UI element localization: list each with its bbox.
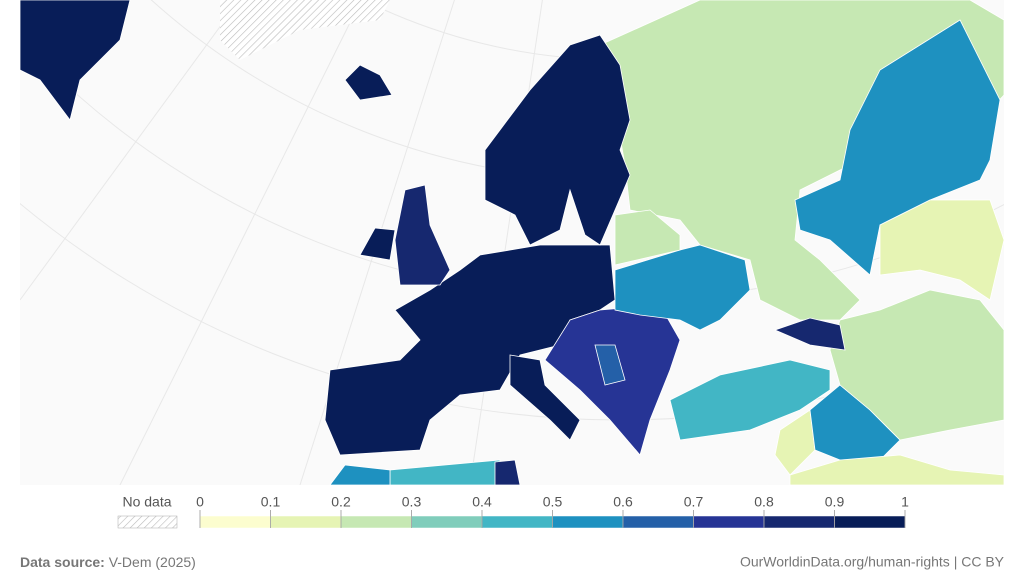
region (484, 34, 631, 246)
region (594, 344, 626, 386)
legend-bin (270, 515, 342, 529)
region (394, 184, 451, 286)
map (20, 0, 1004, 485)
region (359, 227, 396, 261)
legend-tick-label: 0.1 (261, 494, 281, 510)
footer-credit: OurWorldinData.org/human-rights | CC BY (740, 554, 1005, 570)
legend: No data 0 0.1 0.2 0.3 0.4 0.5 0.6 0.7 0.8 0.9 1 (117, 494, 909, 529)
no-data-area (220, 0, 390, 60)
region (829, 289, 1004, 441)
legend-tick-label: 0 (196, 494, 204, 510)
region (879, 199, 1004, 301)
region (509, 354, 581, 441)
legend-bin (199, 515, 271, 529)
region (344, 64, 393, 101)
footer-source: Data source: V-Dem (2025) (20, 554, 196, 570)
legend-bin (834, 515, 906, 529)
region (494, 459, 521, 485)
legend-tick-label: 0.9 (825, 494, 845, 510)
region (773, 317, 846, 351)
legend-bin (411, 515, 483, 529)
legend-bin (481, 515, 553, 529)
legend-bin (622, 515, 694, 529)
region (20, 0, 131, 121)
legend-bin (340, 515, 412, 529)
no-data-swatch (117, 515, 178, 529)
region (599, 0, 1004, 321)
region (329, 464, 391, 485)
regions (20, 0, 1004, 485)
source: V-Dem (2025) (109, 554, 196, 570)
region (774, 409, 816, 476)
legend-tick-label: 0.2 (331, 494, 351, 510)
legend-tick-label: 1 (901, 494, 909, 510)
region (614, 209, 681, 266)
legend-tick-label: 0.8 (754, 494, 774, 510)
region (669, 359, 831, 441)
legend-tick-label: 0.6 (613, 494, 633, 510)
region (789, 454, 1004, 485)
legend-tick-label: 0.5 (543, 494, 563, 510)
legend-tick-label: 0.7 (684, 494, 704, 510)
no-data-label: No data (122, 494, 171, 510)
legend-tick-label: 0.3 (402, 494, 422, 510)
legend-bin (763, 515, 835, 529)
region (614, 244, 751, 331)
legend-bin (693, 515, 765, 529)
legend-tick-label: 0.4 (472, 494, 492, 510)
legend-bin (552, 515, 624, 529)
source-label: Data source: (20, 554, 105, 570)
